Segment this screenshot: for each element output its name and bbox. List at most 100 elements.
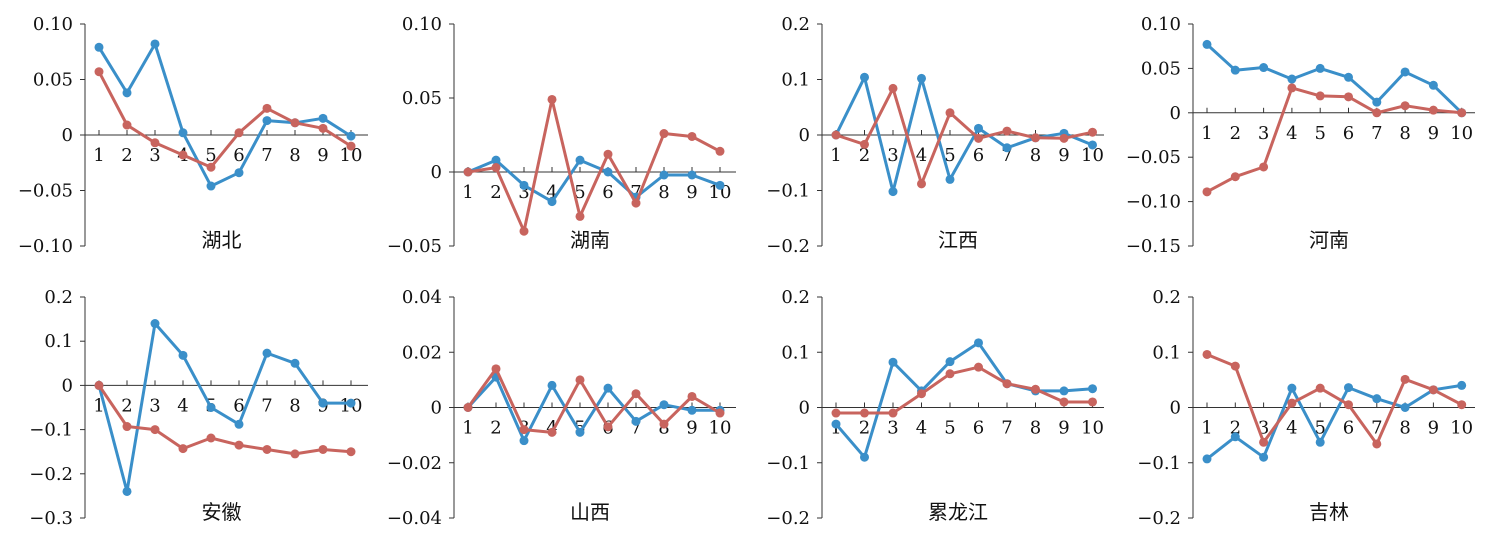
data-point (1287, 383, 1297, 393)
data-point (122, 422, 132, 432)
y-tick-label: 0.2 (44, 287, 73, 308)
data-point (547, 197, 557, 207)
x-tick-label: 10 (1081, 145, 1104, 166)
data-point (1457, 108, 1467, 118)
data-point (631, 389, 641, 399)
x-tick-label: 3 (149, 395, 160, 416)
data-point (945, 108, 955, 118)
chart-panel: 0.040.020−0.02−0.0412345678910山西 (387, 287, 736, 529)
x-tick-label: 10 (1450, 418, 1473, 439)
data-point (491, 163, 501, 173)
chart-title: 湖南 (570, 228, 610, 252)
y-tick-label: 0.05 (33, 70, 73, 91)
data-point (346, 398, 356, 408)
data-point (1259, 162, 1269, 172)
x-tick-label: 3 (887, 145, 898, 166)
x-tick-label: 4 (916, 145, 927, 166)
y-tick-label: −0.1 (1137, 453, 1181, 474)
x-tick-label: 1 (93, 395, 104, 416)
data-point (178, 444, 188, 454)
series-line (466, 367, 721, 434)
series-line (467, 158, 721, 204)
data-point (1059, 386, 1069, 396)
data-point (1088, 397, 1097, 407)
series-line (467, 98, 721, 233)
x-tick-label: 1 (1201, 123, 1212, 144)
data-point (917, 73, 926, 83)
x-tick-label: 3 (1258, 418, 1269, 439)
data-point (1372, 108, 1382, 118)
data-point (1002, 143, 1012, 153)
chart-title: 吉林 (1309, 500, 1349, 524)
x-tick-label: 2 (1230, 123, 1241, 144)
data-point (262, 103, 272, 113)
data-point (346, 141, 356, 151)
data-point (659, 170, 669, 180)
y-tick-label: 0 (62, 375, 73, 396)
data-point (547, 380, 557, 390)
data-point (687, 131, 697, 141)
data-point (1259, 452, 1269, 462)
y-tick-label: −0.2 (766, 236, 810, 257)
data-point (1400, 403, 1410, 412)
data-point (687, 405, 697, 415)
y-tick-label: 0.1 (781, 70, 810, 91)
x-tick-label: 10 (1081, 418, 1104, 439)
y-tick-label: 0.04 (402, 287, 442, 308)
x-tick-label: 9 (1428, 123, 1439, 144)
x-tick-label: 2 (490, 418, 501, 439)
x-tick-label: 4 (916, 418, 927, 439)
chart-title: 山西 (570, 500, 610, 524)
y-tick-label: −0.2 (29, 464, 73, 485)
y-tick-label: 0 (1170, 103, 1181, 124)
x-tick-label: 8 (1399, 418, 1410, 439)
data-point (1031, 384, 1040, 394)
x-tick-label: 8 (289, 145, 300, 166)
y-tick-label: 0.10 (1141, 14, 1181, 35)
data-point (831, 419, 841, 429)
y-tick-label: −0.05 (18, 181, 73, 202)
x-tick-label: 9 (1058, 418, 1069, 439)
data-point (888, 357, 898, 367)
x-tick-label: 10 (340, 145, 363, 166)
x-tick-label: 9 (686, 182, 697, 203)
x-tick-label: 2 (859, 145, 870, 166)
series-line (466, 375, 720, 443)
data-point (206, 433, 216, 443)
y-tick-label: −0.1 (29, 420, 73, 441)
data-point (1230, 172, 1240, 182)
data-point (290, 358, 300, 368)
x-tick-label: 10 (709, 182, 732, 203)
data-point (206, 181, 216, 191)
x-tick-label: 6 (233, 145, 244, 166)
data-point (262, 116, 272, 126)
x-tick-label: 1 (93, 145, 104, 166)
x-tick-label: 6 (973, 418, 984, 439)
x-tick-label: 1 (1201, 418, 1212, 439)
data-point (1400, 67, 1410, 77)
data-point (1230, 432, 1240, 442)
x-tick-label: 5 (1314, 418, 1325, 439)
data-point (831, 130, 841, 140)
y-tick-label: −0.1 (766, 453, 810, 474)
chart-panel: 0.100.050−0.05−0.1012345678910湖北 (18, 14, 368, 257)
x-tick-label: 7 (1371, 418, 1382, 439)
chart-panel: 0.20.10−0.1−0.212345678910累龙江 (766, 287, 1104, 529)
x-tick-label: 10 (709, 418, 732, 439)
data-point (150, 319, 160, 329)
data-point (860, 452, 869, 462)
x-tick-label: 2 (859, 418, 870, 439)
x-tick-label: 2 (121, 145, 132, 166)
x-tick-label: 1 (830, 145, 841, 166)
series-line (97, 322, 351, 493)
series-line (97, 71, 352, 169)
chart-panel: 0.2 0.1 0 −0.1 −0.2 1 2 3 4 5 6 7 8 9 10 吉林 (1137, 287, 1475, 529)
data-point (122, 88, 132, 98)
data-point (974, 338, 983, 348)
data-point (206, 403, 216, 412)
y-tick-label: −0.04 (387, 508, 442, 529)
y-tick-label: −0.1 (766, 181, 810, 202)
chart-panel: 0.10 0.05 0 −0.05 1 2 3 4 5 6 7 8 9 10 湖南 (387, 14, 736, 257)
data-point (1428, 80, 1438, 90)
